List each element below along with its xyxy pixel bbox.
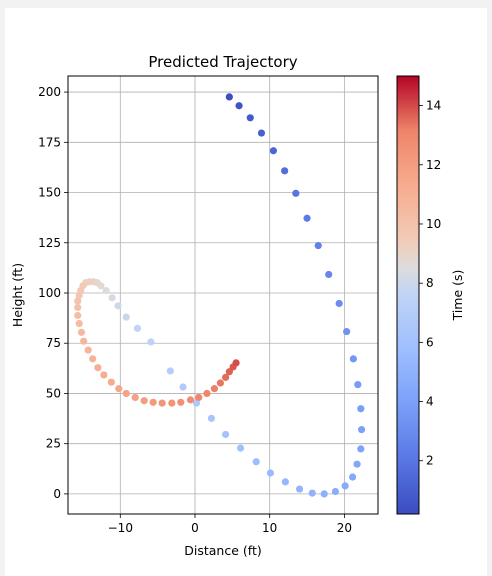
- data-point: [133, 324, 142, 332]
- data-point: [349, 473, 357, 481]
- x-tick-label: 0: [191, 521, 199, 535]
- y-tick-label: 25: [46, 437, 61, 451]
- data-point: [235, 102, 243, 110]
- colorbar-label: Time (s): [450, 270, 465, 322]
- data-point: [269, 147, 278, 155]
- data-point: [131, 393, 139, 402]
- data-point: [89, 355, 97, 363]
- data-point: [266, 469, 275, 477]
- data-point: [314, 241, 322, 250]
- data-point: [353, 460, 361, 468]
- data-point: [74, 303, 82, 312]
- data-point: [115, 385, 123, 393]
- data-point: [216, 379, 224, 387]
- data-point: [341, 482, 349, 490]
- data-point: [203, 389, 211, 398]
- data-point: [357, 426, 366, 434]
- data-point: [354, 381, 362, 389]
- grid-lines: [68, 76, 378, 514]
- data-point: [108, 294, 116, 302]
- x-axis-label: Distance (ft): [184, 543, 261, 558]
- data-point: [74, 311, 82, 320]
- data-point: [325, 270, 333, 279]
- data-point: [75, 319, 83, 328]
- data-point: [74, 297, 82, 305]
- x-tick-label: −10: [108, 521, 133, 535]
- data-point: [84, 346, 92, 354]
- chart-title: Predicted Trajectory: [148, 53, 297, 71]
- y-tick-label: 75: [46, 336, 61, 350]
- data-point: [281, 478, 289, 486]
- data-point: [100, 371, 108, 379]
- data-point: [335, 299, 343, 308]
- data-point: [80, 337, 88, 345]
- plot-frame: [67, 75, 379, 515]
- data-point: [292, 189, 300, 197]
- data-point: [246, 114, 254, 122]
- data-point: [349, 355, 357, 363]
- data-point: [236, 444, 245, 452]
- data-point: [343, 327, 351, 336]
- y-tick-label: 125: [38, 236, 61, 250]
- colorbar-tick-label: 14: [426, 99, 441, 113]
- data-point: [222, 430, 230, 439]
- colorbar-tick-label: 2: [426, 454, 434, 468]
- data-point: [166, 367, 174, 375]
- y-axis-label: Height (ft): [10, 263, 25, 327]
- data-point: [177, 398, 185, 406]
- colorbar-tick-label: 12: [426, 158, 441, 172]
- data-point: [295, 485, 304, 493]
- y-tick-label: 100: [38, 286, 61, 300]
- data-point: [210, 385, 219, 393]
- data-point: [232, 359, 240, 367]
- colorbar-tick-label: 10: [426, 217, 441, 231]
- data-point: [303, 214, 311, 222]
- data-point: [195, 393, 203, 402]
- colorbar-tick-label: 4: [426, 395, 434, 409]
- colorbar: [396, 75, 420, 515]
- y-tick-label: 150: [38, 186, 61, 200]
- data-point: [207, 414, 216, 422]
- data-point: [257, 129, 266, 137]
- x-tick-label: 20: [337, 521, 352, 535]
- y-axis-ticks: 0 25 50 75 100 125 150 175 200: [38, 85, 68, 501]
- data-point: [114, 302, 122, 310]
- data-point: [102, 286, 110, 295]
- data-point: [308, 489, 316, 497]
- colorbar-tick-label: 8: [426, 276, 434, 290]
- data-point: [75, 291, 83, 300]
- data-point: [140, 397, 148, 405]
- y-tick-label: 175: [38, 135, 61, 149]
- x-tick-label: 10: [262, 521, 277, 535]
- data-point: [357, 445, 365, 453]
- y-tick-label: 0: [53, 487, 61, 501]
- data-point: [186, 396, 195, 404]
- data-point: [252, 458, 260, 466]
- scatter-points: [74, 93, 366, 498]
- data-point: [94, 364, 102, 372]
- data-point: [357, 405, 365, 413]
- data-point: [122, 389, 130, 398]
- data-point: [107, 378, 115, 386]
- y-tick-label: 200: [38, 85, 61, 99]
- colorbar-tick-label: 6: [426, 335, 434, 349]
- x-axis-ticks: −10 0 10 20: [108, 514, 352, 535]
- data-point: [122, 313, 130, 321]
- data-point: [168, 399, 176, 407]
- chart-svg: Predicted Trajectory −10 0 10 20 0255075100…: [10, 53, 465, 558]
- data-point: [158, 399, 166, 407]
- data-point: [179, 383, 187, 391]
- data-point: [331, 487, 340, 496]
- data-point: [222, 373, 230, 381]
- data-point: [149, 398, 157, 406]
- data-point: [320, 490, 328, 498]
- data-point: [77, 328, 86, 336]
- data-point: [281, 167, 289, 175]
- figure: Predicted Trajectory −10 0 10 20 0 25 50 75 100…: [5, 8, 487, 576]
- y-tick-label: 50: [46, 386, 61, 400]
- data-point: [192, 399, 201, 407]
- colorbar-ticks: 2 4 6 8 10 12 14: [419, 99, 441, 468]
- data-point: [225, 93, 233, 101]
- data-point: [147, 338, 155, 346]
